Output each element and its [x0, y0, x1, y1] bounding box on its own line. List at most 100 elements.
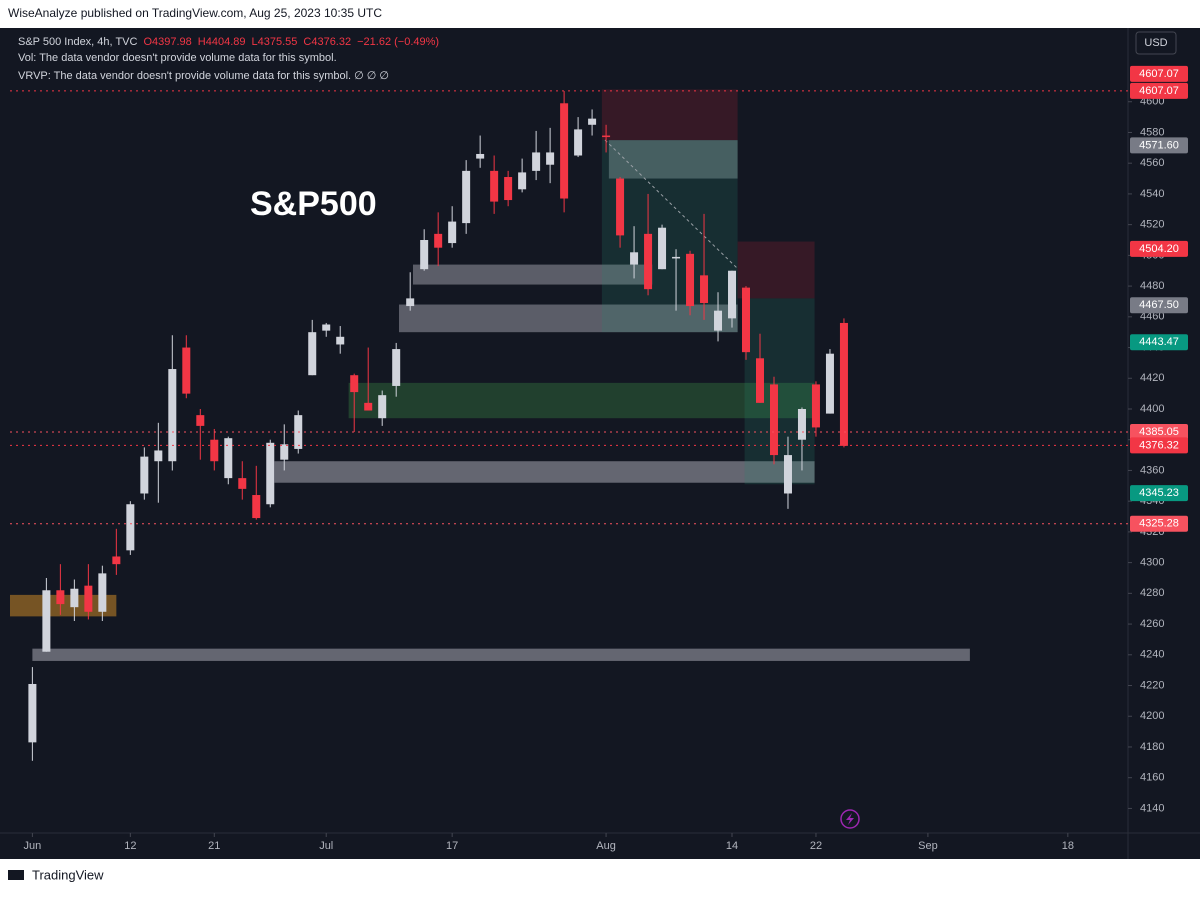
- candle-body: [797, 408, 806, 440]
- x-tick-label: Sep: [918, 840, 938, 852]
- candle-body: [755, 358, 764, 403]
- candle-body: [811, 384, 820, 428]
- price-label-box: [1130, 423, 1188, 440]
- ohlc: O4397.98 H4404.89 L4375.55 C4376.32 −21.62 (…: [143, 36, 439, 48]
- candle-body: [714, 310, 723, 331]
- ohlc-value: L4375.55: [252, 36, 298, 48]
- currency-box[interactable]: [1135, 31, 1177, 55]
- y-tick-label: 4260: [1140, 618, 1164, 630]
- price-label: 4325.28: [1139, 518, 1179, 530]
- candle-body: [98, 573, 107, 612]
- candle-body: [392, 349, 401, 386]
- candle-body: [602, 135, 611, 138]
- zone: [398, 304, 738, 333]
- y-tick-label: 4400: [1140, 403, 1164, 415]
- price-label-box: [1130, 297, 1188, 314]
- candle-body: [378, 395, 387, 419]
- candle-body: [448, 221, 457, 244]
- x-tick-label: Jul: [319, 840, 333, 852]
- price-label: 4376.32: [1139, 439, 1179, 451]
- candle-body: [336, 336, 345, 345]
- currency[interactable]: USD: [1144, 37, 1167, 49]
- candle-body: [350, 375, 359, 393]
- x-tick-label: Aug: [596, 840, 616, 852]
- price-label-box: [1130, 240, 1188, 257]
- zone: [737, 241, 815, 299]
- price-label: 4443.47: [1139, 336, 1179, 348]
- zone: [601, 89, 738, 141]
- y-tick-label: 4520: [1140, 219, 1164, 231]
- y-tick-label: 4420: [1140, 372, 1164, 384]
- lightning-icon[interactable]: [840, 809, 860, 829]
- candle-body: [168, 369, 177, 462]
- y-tick-label: 4140: [1140, 802, 1164, 814]
- candle-body: [783, 455, 792, 494]
- info-line: Vol: The data vendor doesn't provide vol…: [18, 52, 337, 64]
- brand: TradingView: [32, 867, 104, 882]
- price-label: 4345.23: [1139, 487, 1179, 499]
- price-label: 4607.07: [1139, 68, 1179, 80]
- chart-background: [0, 28, 1200, 859]
- ohlc-value: H4404.89: [198, 36, 246, 48]
- candle-body: [70, 588, 79, 608]
- candle-body: [56, 590, 65, 605]
- price-label-box: [1130, 137, 1188, 154]
- y-tick-label: 4200: [1140, 710, 1164, 722]
- candle-body: [42, 590, 51, 652]
- zones: [10, 89, 970, 661]
- ohlc-value: −21.62 (−0.49%): [357, 36, 439, 48]
- y-tick-label: 4480: [1140, 280, 1164, 292]
- y-tick-label: 4460: [1140, 311, 1164, 323]
- candle-body: [742, 287, 751, 353]
- price-label: 4385.05: [1139, 426, 1179, 438]
- candle-body: [434, 233, 443, 248]
- candle-body: [420, 240, 429, 270]
- trend-line: [604, 139, 738, 269]
- price-label: 4571.60: [1139, 139, 1179, 151]
- y-tick-label: 4540: [1140, 188, 1164, 200]
- zone: [601, 140, 738, 333]
- candle-body: [672, 256, 681, 259]
- candle-body: [700, 275, 709, 303]
- y-tick-label: 4300: [1140, 557, 1164, 569]
- candle-body: [630, 252, 639, 265]
- candle-body: [266, 442, 275, 505]
- y-tick-label: 4240: [1140, 649, 1164, 661]
- candle-body: [476, 153, 485, 159]
- y-tick-label: 4580: [1140, 126, 1164, 138]
- publisher: WiseAnalyze published on TradingView.com…: [8, 6, 382, 20]
- x-tick-label: Jun: [24, 840, 42, 852]
- candle-body: [308, 332, 317, 376]
- y-tick-label: 4280: [1140, 587, 1164, 599]
- symbol: S&P 500 Index, 4h, TVC: [18, 36, 138, 48]
- candle-body: [182, 347, 191, 394]
- candle-body: [322, 324, 331, 331]
- x-tick-label: 21: [208, 840, 220, 852]
- candle-body: [462, 170, 471, 224]
- price-label: 4467.50: [1139, 299, 1179, 311]
- y-tick-label: 4220: [1140, 679, 1164, 691]
- x-tick-label: 18: [1062, 840, 1074, 852]
- price-label-box: [1130, 65, 1188, 82]
- candle-body: [112, 556, 121, 565]
- candle-body: [28, 683, 37, 743]
- price-label-box: [1130, 515, 1188, 532]
- zone: [744, 298, 815, 485]
- price-label-box: [1130, 485, 1188, 502]
- price-label-box: [1130, 82, 1188, 99]
- candle-body: [728, 270, 737, 319]
- candle-body: [574, 129, 583, 156]
- zone: [32, 648, 970, 661]
- candle-body: [196, 415, 205, 426]
- footer-bar: [0, 859, 1200, 893]
- legend-line: S&P 500 Index, 4h, TVC O4397.98 H4404.89 L4…: [18, 36, 439, 48]
- candle-body: [224, 438, 233, 479]
- zone: [274, 461, 815, 483]
- y-tick-label: 4180: [1140, 741, 1164, 753]
- zone: [348, 382, 815, 419]
- tv-logo: [8, 870, 24, 880]
- y-tick-label: 4360: [1140, 464, 1164, 476]
- price-label-box: [1130, 334, 1188, 351]
